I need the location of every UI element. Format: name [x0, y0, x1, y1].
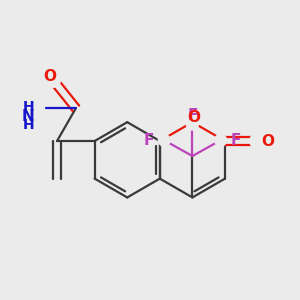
Circle shape [46, 73, 61, 87]
Text: O: O [261, 134, 274, 148]
Circle shape [28, 100, 44, 116]
Text: N: N [22, 109, 34, 124]
Circle shape [250, 134, 264, 148]
Text: O: O [44, 69, 56, 84]
Text: F: F [230, 133, 241, 148]
Circle shape [215, 134, 226, 146]
Text: H: H [22, 100, 34, 114]
Circle shape [187, 118, 198, 130]
Text: F: F [144, 133, 154, 148]
Text: H: H [22, 118, 34, 132]
Circle shape [186, 116, 199, 129]
Circle shape [158, 134, 170, 146]
Text: F: F [187, 108, 198, 123]
Text: O: O [188, 110, 200, 125]
